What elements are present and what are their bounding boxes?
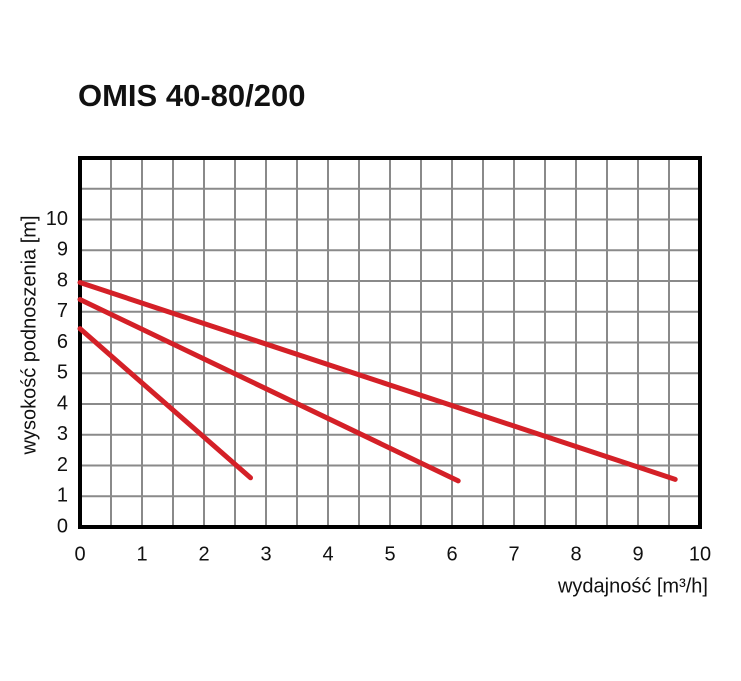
y-tick-label: 9 [57,239,68,261]
y-tick-label: 6 [57,331,68,353]
curve [77,326,253,481]
x-tick-label: 9 [632,543,643,565]
x-tick-label: 10 [689,543,711,565]
x-tick-label: 5 [384,543,395,565]
y-tick-label: 5 [57,362,68,384]
y-tick-label: 4 [57,392,68,414]
x-tick-label: 8 [570,543,581,565]
plot-border [78,156,702,529]
chart-title: OMIS 40-80/200 [78,78,305,113]
x-tick-label: 0 [74,543,85,565]
x-tick-label: 7 [508,543,519,565]
y-axis-label: wysokość podnoszenia [m] [18,215,40,455]
x-tick-label: 2 [198,543,209,565]
y-tick-label: 1 [57,485,68,507]
x-tick-label: 4 [322,543,333,565]
x-tick-label: 1 [136,543,147,565]
y-tick-label: 10 [46,208,68,230]
y-tick-label: 8 [57,269,68,291]
y-tick-label: 3 [57,423,68,445]
y-tick-label: 0 [57,515,68,537]
curve [77,296,461,484]
y-tick-label: 2 [57,454,68,476]
x-tick-label: 6 [446,543,457,565]
x-tick-label: 3 [260,543,271,565]
curve [77,280,678,482]
x-axis-label: wydajność [m³/h] [557,575,708,597]
y-tick-label: 7 [57,300,68,322]
